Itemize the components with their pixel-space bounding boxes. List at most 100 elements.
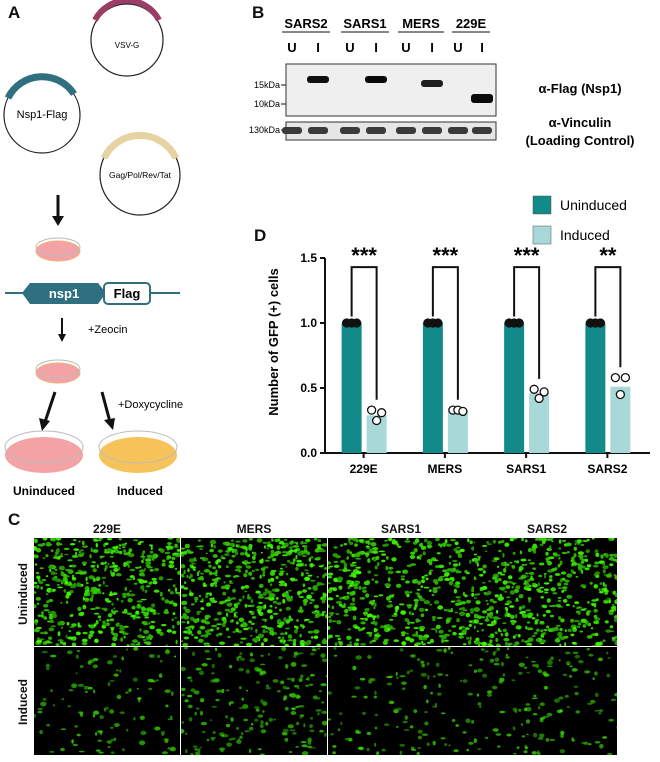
flag-band: [471, 94, 493, 103]
col-label-sars1: SARS1: [328, 522, 474, 536]
chart-legend: Uninduced Induced: [533, 196, 627, 244]
blot-flag-title: α-Flag (Nsp1): [538, 81, 621, 96]
data-point: [515, 319, 523, 327]
vinculin-band: [448, 127, 468, 134]
lane-label: I: [430, 40, 434, 55]
cell-field: [34, 647, 180, 755]
marker-130kda: 130kDa: [249, 125, 280, 135]
vinculin-band: [340, 127, 360, 134]
lane-label: U: [287, 40, 296, 55]
cell-field: [34, 538, 180, 646]
dish-selected: [36, 360, 80, 383]
legend-swatch: [533, 226, 551, 244]
blot-flag: [286, 64, 496, 116]
data-point: [459, 407, 467, 415]
group-229e: 229E: [456, 16, 487, 31]
data-point: [353, 319, 361, 327]
lane-label: I: [374, 40, 378, 55]
vinculin-band: [422, 127, 442, 134]
plasmid-gagpol-label: Gag/Pol/Rev/Tat: [109, 170, 172, 180]
group-sars1: SARS1: [343, 16, 386, 31]
outcome-induced: Induced: [117, 484, 163, 498]
cell-field: [474, 538, 617, 646]
significance-label: ***: [433, 243, 459, 268]
data-point: [621, 374, 629, 382]
group-mers: MERS: [402, 16, 440, 31]
cell-field: [328, 538, 474, 646]
bar-uninduced-sars1: [504, 323, 524, 453]
step-zeocin: +Zeocin: [88, 324, 127, 336]
vinculin-band: [282, 127, 302, 134]
col-label-mers: MERS: [181, 522, 327, 536]
gfp-bar-chart: Number of GFP (+) cells *********** 229E…: [250, 180, 660, 505]
x-tick-label: SARS1: [506, 462, 546, 476]
chart-bars: [342, 323, 631, 453]
bar-uninduced-sars2: [585, 323, 605, 453]
cell-field: [181, 647, 327, 755]
microscopy-image-uninduced-sars1: [328, 538, 474, 646]
bar-uninduced-mers: [423, 323, 443, 453]
bar-induced-mers: [448, 410, 468, 453]
arrow-down-1: [52, 195, 64, 226]
dish-uninduced: [5, 431, 83, 473]
microscopy-image-induced-229e: [34, 647, 180, 755]
legend-label: Uninduced: [560, 197, 627, 213]
plasmid-vsvg: VSV-G: [91, 0, 163, 76]
vinculin-band: [396, 127, 416, 134]
data-point: [611, 374, 619, 382]
col-label-sars2: SARS2: [474, 522, 620, 536]
dish-transfected: [36, 238, 80, 261]
construct: nsp1 Flag: [5, 283, 180, 304]
western-blot: SARS2 SARS1 MERS 229E U I U I U I U I 15…: [220, 0, 660, 160]
bar-uninduced-229e: [342, 323, 362, 453]
outcome-uninduced: Uninduced: [13, 484, 75, 498]
vinculin-band: [366, 127, 386, 134]
vinculin-band: [308, 127, 328, 134]
flag-band: [307, 76, 329, 83]
step-doxycycline: +Doxycycline: [118, 399, 183, 411]
group-sars2: SARS2: [284, 16, 327, 31]
col-label-229e: 229E: [34, 522, 180, 536]
lane-label: I: [316, 40, 320, 55]
data-point: [596, 319, 604, 327]
marker-15kda: 15kDa: [254, 80, 280, 90]
x-tick-label: MERS: [428, 462, 463, 476]
flag-band: [421, 80, 443, 87]
legend-label: Induced: [560, 227, 610, 243]
data-point: [434, 319, 442, 327]
lane-label: I: [480, 40, 484, 55]
blot-vinculin-title: α-Vinculin: [549, 115, 612, 130]
microscopy-image-induced-mers: [181, 647, 327, 755]
flag-band: [365, 76, 387, 83]
microscopy-image-uninduced-229e: [34, 538, 180, 646]
arrow-split: +Doxycycline: [39, 392, 183, 431]
plasmid-vsvg-label: VSV-G: [115, 41, 139, 50]
chart-significance: ***********: [351, 243, 620, 400]
row-label-uninduced: Uninduced: [16, 534, 30, 654]
y-tick-label: 0.0: [300, 446, 317, 460]
data-point: [540, 388, 548, 396]
construct-gene: nsp1: [49, 286, 79, 301]
significance-label: ***: [514, 243, 540, 268]
significance-label: **: [599, 243, 617, 268]
data-point: [616, 391, 624, 399]
lane-labels: U I U I U I U I: [287, 40, 484, 55]
data-point: [530, 385, 538, 393]
marker-10kda: 10kDa: [254, 99, 280, 109]
cell-field: [328, 647, 474, 755]
y-axis-label: Number of GFP (+) cells: [266, 268, 281, 416]
construct-tag: Flag: [114, 286, 141, 301]
plasmid-gagpol: Gag/Pol/Rev/Tat: [100, 135, 180, 215]
data-point: [373, 417, 381, 425]
significance-label: ***: [351, 243, 377, 268]
plasmid-nsp1-flag-label: Nsp1-Flag: [17, 109, 68, 121]
cell-field: [181, 538, 327, 646]
row-label-induced: Induced: [16, 642, 30, 762]
microscopy-image-uninduced-sars2: [474, 538, 617, 646]
lane-label: U: [401, 40, 410, 55]
lane-label: U: [453, 40, 462, 55]
blot-vinculin-subtitle: (Loading Control): [525, 133, 634, 148]
panel-a-diagram: VSV-G Nsp1-Flag Gag/Pol/Rev/Tat nsp1 Fla…: [0, 0, 240, 500]
data-point: [368, 406, 376, 414]
plasmid-nsp1-flag: Nsp1-Flag: [4, 77, 80, 153]
